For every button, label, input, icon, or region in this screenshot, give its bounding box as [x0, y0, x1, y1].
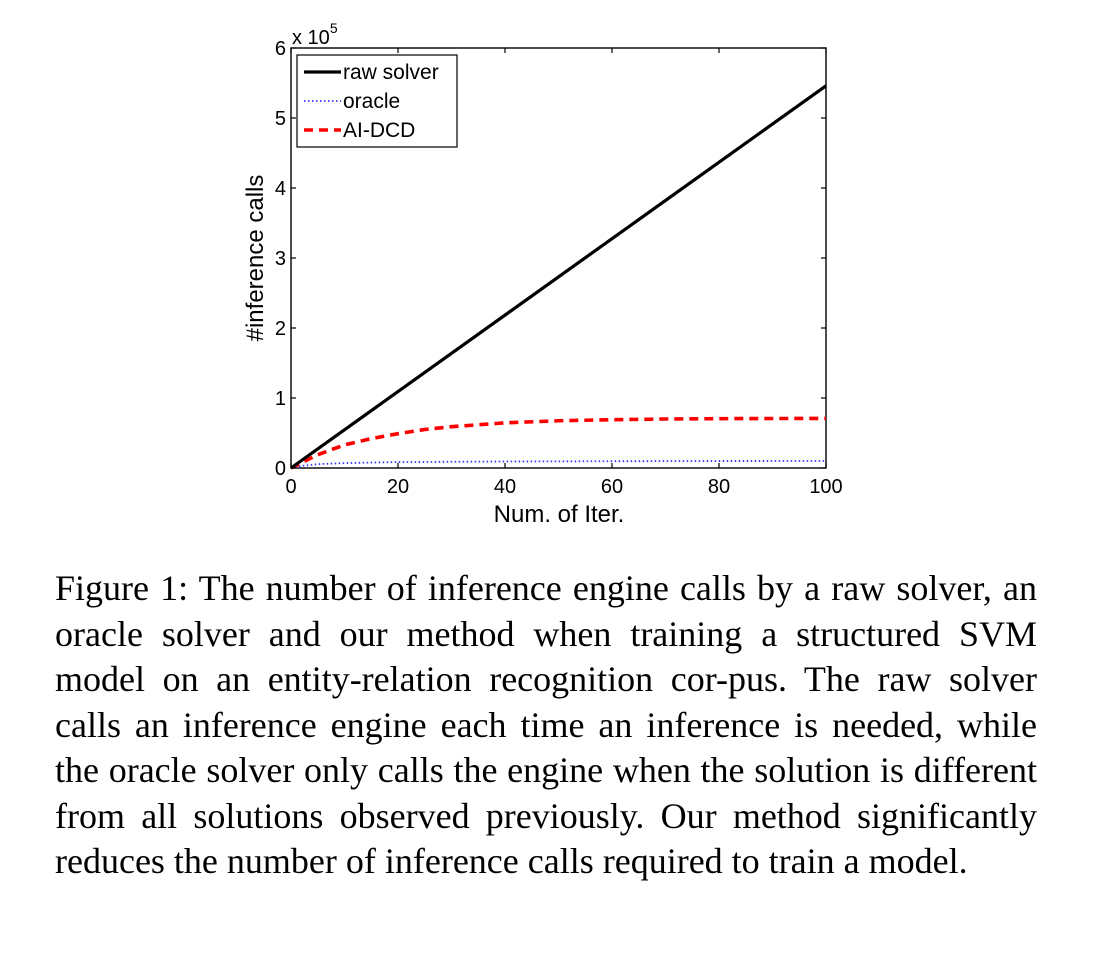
y-tick-label: 5: [275, 108, 286, 130]
x-tick-label: 80: [708, 476, 730, 498]
series-layer: [290, 84, 827, 470]
y-axis-multiplier-base: x 10: [292, 27, 330, 49]
legend-label: oracle: [343, 90, 400, 113]
x-tick-label: 0: [285, 476, 296, 498]
y-tick-label: 2: [275, 318, 286, 340]
y-axis-multiplier: x 105: [292, 20, 338, 49]
y-tick-label: 1: [275, 388, 286, 410]
series-line-raw-solver: [290, 84, 827, 470]
y-tick-label: 0: [275, 458, 286, 480]
legend: raw solver oracle AI-DCD: [296, 54, 458, 148]
y-axis-label: #inference calls: [242, 175, 269, 342]
x-tick-label: 20: [387, 476, 409, 498]
legend-label: raw solver: [343, 61, 439, 84]
plot-area: 0 20 40 60 80 100 0 1 2 3 4 5 6 raw solver oracle AI-D…: [275, 38, 843, 498]
legend-box: [296, 54, 458, 148]
legend-label: AI-DCD: [343, 119, 415, 142]
x-tick-label: 100: [809, 476, 842, 498]
y-tick-label: 4: [275, 178, 286, 200]
tick-layer: 0 20 40 60 80 100 0 1 2 3 4 5 6: [275, 38, 843, 498]
x-axis-label: Num. of Iter.: [494, 501, 625, 528]
y-axis-multiplier-exponent: 5: [330, 20, 338, 36]
series-line-oracle: [290, 460, 827, 469]
series-line-ai-dcd: [290, 416, 827, 470]
y-tick-label: 3: [275, 248, 286, 270]
y-tick-label: 6: [275, 38, 286, 60]
figure-caption: Figure 1: The number of inference engine…: [55, 568, 1037, 881]
x-tick-label: 40: [494, 476, 516, 498]
x-tick-label: 60: [601, 476, 623, 498]
chart: 0 20 40 60 80 100 0 1 2 3 4 5 6 raw solver oracle AI-D…: [242, 20, 843, 528]
